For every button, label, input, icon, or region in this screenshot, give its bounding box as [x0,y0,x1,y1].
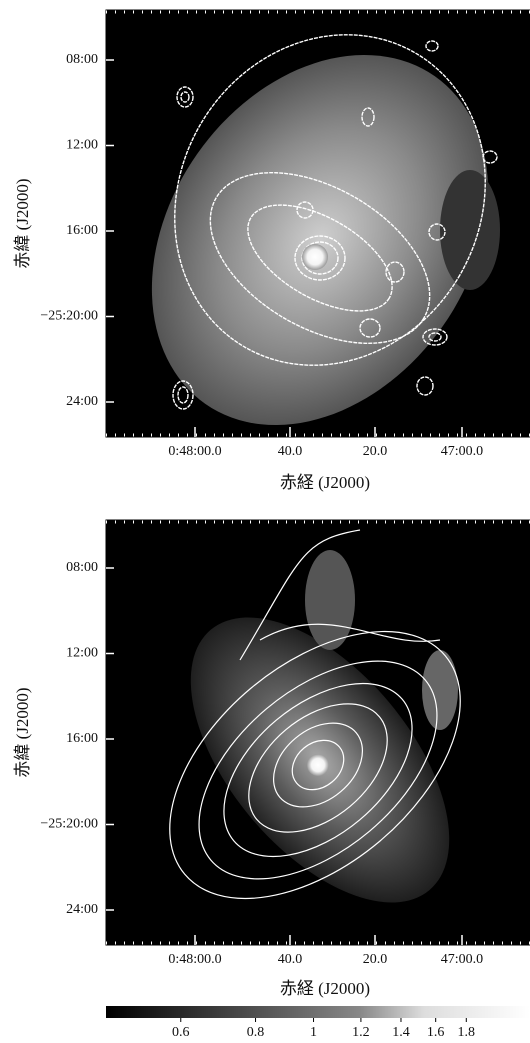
y-tick-label: 16:00 [66,731,98,746]
y-tick-label: 08:00 [66,52,98,67]
x-axis-title: 赤経 (J2000) [280,473,370,492]
colorbar-tick-label: 1.8 [458,1025,476,1040]
y-axis-title: 赤緯 (J2000) [13,178,32,268]
frame [105,519,530,946]
x-tick-label: 40.0 [278,952,303,967]
x-tick-label: 40.0 [278,444,303,459]
colorbar-tick-label: 0.8 [247,1025,265,1040]
y-tick-label: 24:00 [66,902,98,917]
colorbar-tick-label: 0.6 [172,1025,190,1040]
y-tick-label: −25:20:00 [40,817,98,832]
y-tick-label: 12:00 [66,138,98,153]
image-1 [106,10,530,437]
colorbar-tick-label: 1.4 [392,1025,410,1040]
y-tick-label: 12:00 [66,646,98,661]
x-tick-label: 47:00.0 [441,952,483,967]
x-tick-label: 20.0 [363,952,388,967]
colorbar [106,1006,530,1018]
x-axis-title: 赤経 (J2000) [280,979,370,998]
x-tick-label: 20.0 [363,444,388,459]
y-tick-label: 16:00 [66,223,98,238]
y-tick-label: 24:00 [66,394,98,409]
colorbar-tick-label: 1.2 [352,1025,370,1040]
x-tick-label: 47:00.0 [441,444,483,459]
frame [105,9,530,438]
y-tick-label: 08:00 [66,560,98,575]
x-tick-label: 0:48:00.0 [168,444,221,459]
y-tick-label: −25:20:00 [40,309,98,324]
x-tick-label: 0:48:00.0 [168,952,221,967]
image-2 [106,520,530,945]
y-axis-title: 赤緯 (J2000) [13,687,32,777]
colorbar-tick-label: 1 [310,1025,317,1040]
colorbar-tick-label: 1.6 [427,1025,445,1040]
